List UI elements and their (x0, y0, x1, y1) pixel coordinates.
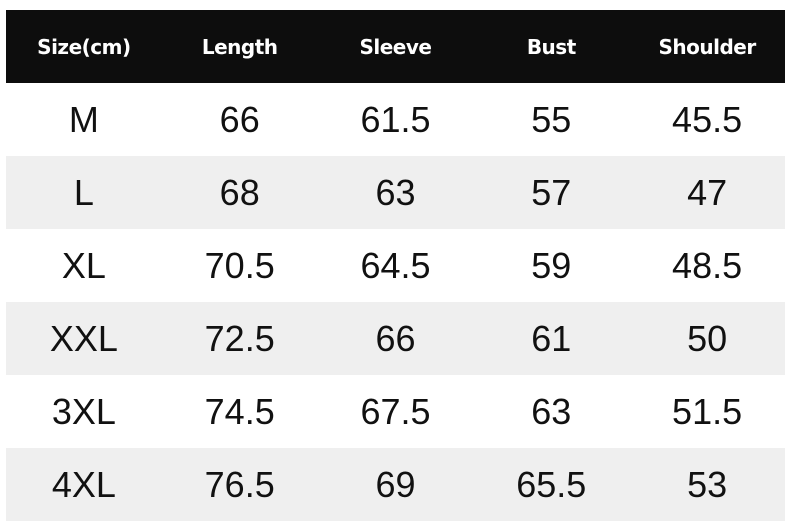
table-row: L 68 63 57 47 (6, 156, 785, 229)
value-cell: 65.5 (516, 463, 587, 505)
size-cell: L (73, 171, 94, 213)
value-cell: 45.5 (672, 98, 743, 140)
header-cell: Shoulder (658, 34, 756, 59)
header-cell: Sleeve (359, 34, 432, 59)
value-cell: 57 (531, 171, 572, 213)
size-cell: 3XL (51, 390, 116, 432)
value-cell: 59 (531, 244, 572, 286)
value-cell: 61 (531, 317, 572, 359)
value-cell: 68 (219, 171, 260, 213)
value-cell: 61.5 (360, 98, 431, 140)
value-cell: 66 (219, 98, 260, 140)
value-cell: 76.5 (204, 463, 275, 505)
size-cell: XL (61, 244, 106, 286)
value-cell: 51.5 (672, 390, 743, 432)
table-row: 4XL 76.5 69 65.5 53 (6, 448, 785, 521)
value-cell: 63 (375, 171, 416, 213)
header-cell: Length (201, 34, 278, 59)
size-cell: XXL (49, 317, 118, 359)
value-cell: 48.5 (672, 244, 743, 286)
header-cell: Bust (526, 34, 576, 59)
table-row: XXL 72.5 66 61 50 (6, 302, 785, 375)
table-row: XL 70.5 64.5 59 48.5 (6, 229, 785, 302)
value-cell: 67.5 (360, 390, 431, 432)
header-row: Size(cm) Length Sleeve Bust Shoulder (6, 10, 785, 83)
value-cell: 64.5 (360, 244, 431, 286)
size-cell: M (68, 98, 99, 140)
value-cell: 63 (531, 390, 572, 432)
size-cell: 4XL (51, 463, 116, 505)
value-cell: 53 (687, 463, 728, 505)
value-cell: 55 (531, 98, 572, 140)
value-cell: 50 (687, 317, 728, 359)
value-cell: 70.5 (204, 244, 275, 286)
value-cell: 74.5 (204, 390, 275, 432)
value-cell: 72.5 (204, 317, 275, 359)
table-row: M 66 61.5 55 45.5 (6, 83, 785, 156)
value-cell: 47 (687, 171, 728, 213)
size-table: Size(cm) Length Sleeve Bust Shoulder M 66 61.5 5… (6, 10, 785, 521)
header-cell: Size(cm) (37, 34, 131, 59)
table-row: 3XL 74.5 67.5 63 51.5 (6, 375, 785, 448)
value-cell: 69 (375, 463, 416, 505)
value-cell: 66 (375, 317, 416, 359)
